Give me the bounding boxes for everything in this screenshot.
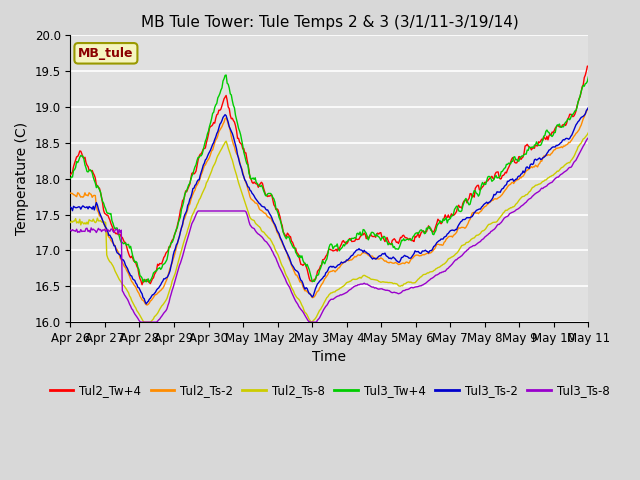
Title: MB Tule Tower: Tule Temps 2 & 3 (3/1/11-3/19/14): MB Tule Tower: Tule Temps 2 & 3 (3/1/11-… <box>141 15 518 30</box>
X-axis label: Time: Time <box>312 350 346 364</box>
Legend: Tul2_Tw+4, Tul2_Ts-2, Tul2_Ts-8, Tul3_Tw+4, Tul3_Ts-2, Tul3_Ts-8: Tul2_Tw+4, Tul2_Ts-2, Tul2_Ts-8, Tul3_Tw… <box>45 380 614 402</box>
Text: MB_tule: MB_tule <box>78 47 134 60</box>
Y-axis label: Temperature (C): Temperature (C) <box>15 122 29 235</box>
